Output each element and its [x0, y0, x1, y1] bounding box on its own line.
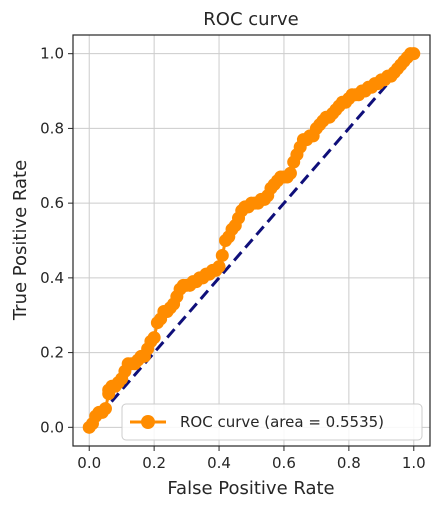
x-tick-label: 1.0	[402, 454, 426, 472]
roc-point	[147, 331, 161, 345]
roc-point	[215, 248, 229, 262]
y-tick-label: 0.0	[40, 418, 64, 436]
x-tick-label: 0.6	[272, 454, 296, 472]
roc-point	[407, 47, 421, 61]
ticks: 0.0 0.2 0.4 0.6 0.8 1.0 0.0 0.2 0.4 0.6 0.8 1.0	[40, 45, 426, 472]
y-axis-label: True Positive Rate	[10, 160, 31, 321]
x-axis-label: False Positive Rate	[167, 478, 334, 499]
diagonal-line	[88, 52, 415, 429]
x-tick-label: 0.0	[77, 454, 101, 472]
legend-marker	[141, 415, 155, 429]
y-tick-label: 1.0	[40, 45, 64, 63]
diagonal-reference	[88, 52, 415, 429]
x-tick-label: 0.2	[142, 454, 166, 472]
plot-frame	[72, 34, 431, 447]
roc-point	[98, 402, 112, 416]
y-tick-label: 0.4	[40, 269, 64, 287]
x-tick-label: 0.8	[337, 454, 361, 472]
roc-series	[82, 47, 421, 434]
chart-title: ROC curve	[203, 9, 298, 30]
y-tick-label: 0.8	[40, 119, 64, 137]
legend: ROC curve (area = 0.5535)	[121, 403, 423, 441]
roc-point	[212, 260, 226, 274]
y-tick-label: 0.2	[40, 344, 64, 362]
roc-point	[283, 166, 297, 180]
y-tick-label: 0.6	[40, 194, 64, 212]
legend-box	[121, 403, 423, 441]
legend-entry-roc: ROC curve (area = 0.5535)	[180, 413, 384, 431]
x-tick-label: 0.4	[207, 454, 231, 472]
